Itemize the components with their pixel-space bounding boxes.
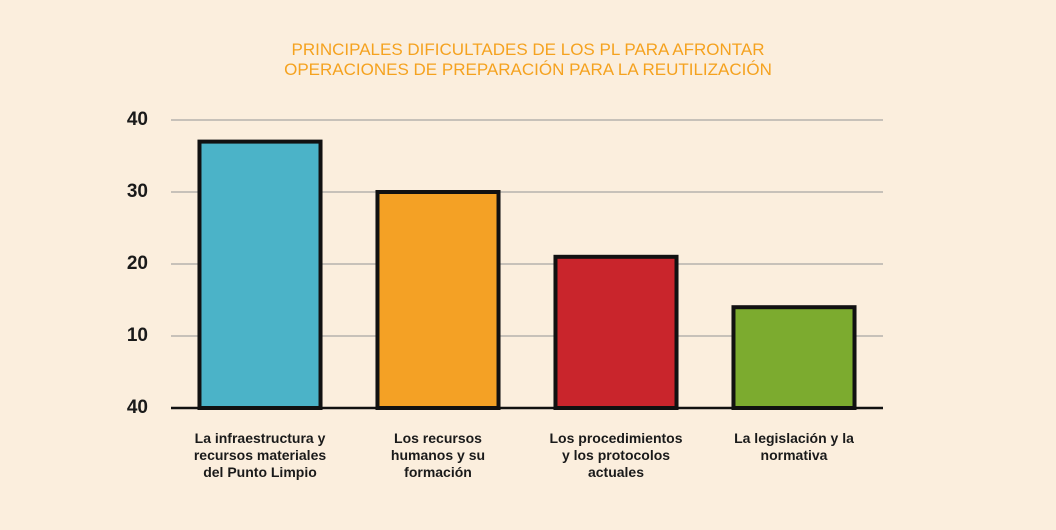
bar (731, 305, 857, 411)
bar (197, 139, 323, 410)
x-tick-label: La legislación y la normativa (734, 430, 854, 463)
x-tick-label: Los recursos humanos y su formación (390, 430, 486, 480)
y-tick-label: 30 (127, 181, 148, 202)
bar (375, 190, 501, 410)
x-tick-label: Los procedimientos y los protocolos actu… (549, 430, 683, 480)
y-tick-label: 40 (127, 109, 148, 130)
y-tick-label: 20 (127, 253, 148, 274)
chart-title: PRINCIPALES DIFICULTADES DE LOS PL PARA … (284, 40, 772, 79)
y-tick-label: 10 (127, 325, 148, 346)
y-tick-label: 40 (127, 397, 148, 418)
bar (553, 254, 679, 410)
x-tick-label: La infraestructura y recursos materiales… (193, 430, 327, 480)
